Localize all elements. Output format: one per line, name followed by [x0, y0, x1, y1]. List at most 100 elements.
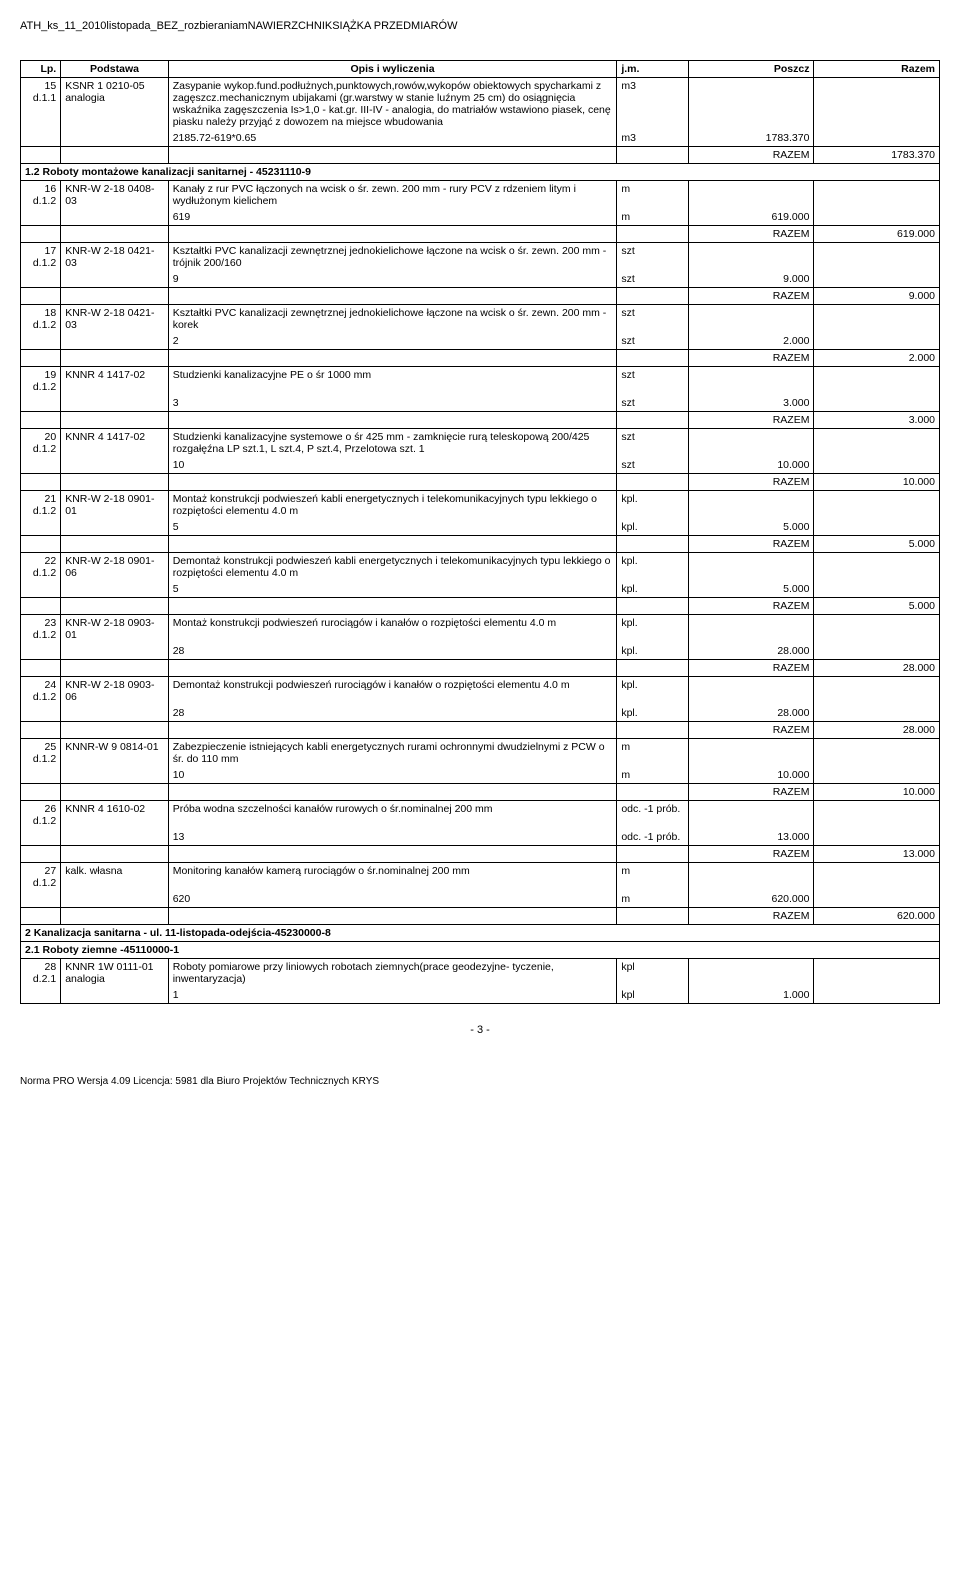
col-poszcz: Poszcz: [688, 61, 813, 78]
razem-row: RAZEM10.000: [21, 474, 940, 491]
calc-jm: m3: [617, 130, 689, 147]
footer-text: Norma PRO Wersja 4.09 Licencja: 5981 dla…: [20, 1076, 940, 1087]
calc-expr: 5: [168, 581, 617, 598]
przedmiar-table: Lp. Podstawa Opis i wyliczenia j.m. Posz…: [20, 60, 940, 1004]
razem-label: RAZEM: [688, 412, 813, 429]
razem-label: RAZEM: [688, 660, 813, 677]
calc-value: 1783.370: [688, 130, 813, 147]
calc-jm: odc. -1 prób.: [617, 829, 689, 846]
cell-razem: [814, 801, 940, 830]
cell-jm: szt: [617, 429, 689, 458]
calc-jm: kpl.: [617, 519, 689, 536]
cell-poszcz: [688, 367, 813, 396]
calc-row: 10szt10.000: [21, 457, 940, 474]
cell-lp: 23d.1.2: [21, 615, 61, 644]
cell-poszcz: [688, 305, 813, 334]
calc-expr: 3: [168, 395, 617, 412]
table-header-row: Lp. Podstawa Opis i wyliczenia j.m. Posz…: [21, 61, 940, 78]
table-row: 23d.1.2KNR-W 2-18 0903-01Montaż konstruk…: [21, 615, 940, 644]
calc-jm: m: [617, 891, 689, 908]
cell-razem: [814, 739, 940, 768]
cell-podstawa: KNNR 4 1417-02: [61, 429, 169, 458]
razem-label: RAZEM: [688, 288, 813, 305]
cell-podstawa: KNR-W 2-18 0421-03: [61, 305, 169, 334]
table-row: 28d.2.1KNNR 1W 0111-01 analogiaRoboty po…: [21, 959, 940, 988]
calc-expr: 1: [168, 987, 617, 1004]
calc-value: 5.000: [688, 519, 813, 536]
cell-lp: 15d.1.1: [21, 78, 61, 131]
cell-lp: 18d.1.2: [21, 305, 61, 334]
calc-row: 9szt9.000: [21, 271, 940, 288]
cell-jm: kpl.: [617, 615, 689, 644]
section-row: 2.1 Roboty ziemne -45110000-1: [21, 942, 940, 959]
doc-header: ATH_ks_11_2010listopada_BEZ_rozbieraniam…: [20, 20, 940, 32]
cell-razem: [814, 491, 940, 520]
calc-jm: m: [617, 209, 689, 226]
cell-poszcz: [688, 243, 813, 272]
cell-opis: Zasypanie wykop.fund.podłużnych,punktowy…: [168, 78, 617, 131]
cell-razem: [814, 615, 940, 644]
razem-row: RAZEM5.000: [21, 598, 940, 615]
calc-row: 1kpl1.000: [21, 987, 940, 1004]
calc-expr: 619: [168, 209, 617, 226]
cell-poszcz: [688, 801, 813, 830]
page-number: - 3 -: [20, 1024, 940, 1036]
razem-row: RAZEM2.000: [21, 350, 940, 367]
calc-jm: szt: [617, 457, 689, 474]
calc-expr: 13: [168, 829, 617, 846]
calc-row: 3szt3.000: [21, 395, 940, 412]
razem-value: 3.000: [814, 412, 940, 429]
calc-row: 2185.72-619*0.65m31783.370: [21, 130, 940, 147]
razem-value: 1783.370: [814, 147, 940, 164]
calc-expr: 2: [168, 333, 617, 350]
table-row: 22d.1.2KNR-W 2-18 0901-06Demontaż konstr…: [21, 553, 940, 582]
calc-row: 2szt2.000: [21, 333, 940, 350]
cell-jm: m: [617, 739, 689, 768]
razem-value: 620.000: [814, 908, 940, 925]
col-lp: Lp.: [21, 61, 61, 78]
cell-razem: [814, 959, 940, 988]
cell-poszcz: [688, 739, 813, 768]
cell-podstawa: KNR-W 2-18 0901-01: [61, 491, 169, 520]
cell-razem: [814, 305, 940, 334]
cell-poszcz: [688, 959, 813, 988]
table-row: 20d.1.2KNNR 4 1417-02Studzienki kanaliza…: [21, 429, 940, 458]
cell-podstawa: kalk. własna: [61, 863, 169, 892]
razem-label: RAZEM: [688, 147, 813, 164]
table-row: 26d.1.2KNNR 4 1610-02Próba wodna szczeln…: [21, 801, 940, 830]
razem-row: RAZEM1783.370: [21, 147, 940, 164]
cell-podstawa: KNNR 1W 0111-01 analogia: [61, 959, 169, 988]
calc-jm: szt: [617, 271, 689, 288]
razem-label: RAZEM: [688, 846, 813, 863]
cell-jm: m3: [617, 78, 689, 131]
table-row: 25d.1.2KNNR-W 9 0814-01Zabezpieczenie is…: [21, 739, 940, 768]
cell-jm: szt: [617, 367, 689, 396]
calc-row: 28kpl.28.000: [21, 643, 940, 660]
cell-podstawa: KNR-W 2-18 0903-06: [61, 677, 169, 706]
table-row: 15d.1.1KSNR 1 0210-05 analogiaZasypanie …: [21, 78, 940, 131]
cell-opis: Próba wodna szczelności kanałów rurowych…: [168, 801, 617, 830]
cell-lp: 26d.1.2: [21, 801, 61, 830]
razem-label: RAZEM: [688, 226, 813, 243]
razem-value: 28.000: [814, 722, 940, 739]
cell-podstawa: KNR-W 2-18 0903-01: [61, 615, 169, 644]
cell-podstawa: KNNR 4 1610-02: [61, 801, 169, 830]
razem-value: 10.000: [814, 474, 940, 491]
razem-label: RAZEM: [688, 722, 813, 739]
calc-value: 28.000: [688, 643, 813, 660]
calc-row: 28kpl.28.000: [21, 705, 940, 722]
cell-opis: Kształtki PVC kanalizacji zewnętrznej je…: [168, 305, 617, 334]
cell-razem: [814, 367, 940, 396]
cell-poszcz: [688, 863, 813, 892]
cell-jm: m: [617, 863, 689, 892]
razem-label: RAZEM: [688, 784, 813, 801]
cell-podstawa: KNNR 4 1417-02: [61, 367, 169, 396]
cell-jm: kpl.: [617, 677, 689, 706]
cell-razem: [814, 553, 940, 582]
cell-opis: Zabezpieczenie istniejących kabli energe…: [168, 739, 617, 768]
razem-label: RAZEM: [688, 536, 813, 553]
cell-poszcz: [688, 491, 813, 520]
calc-jm: m: [617, 767, 689, 784]
col-razem: Razem: [814, 61, 940, 78]
cell-jm: szt: [617, 243, 689, 272]
